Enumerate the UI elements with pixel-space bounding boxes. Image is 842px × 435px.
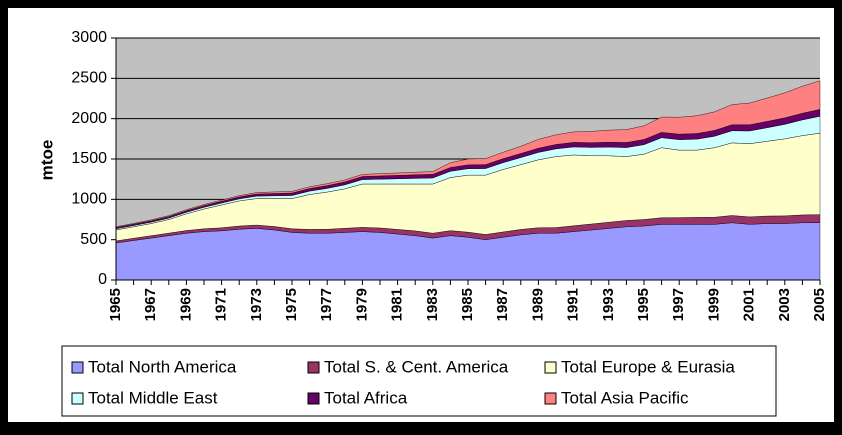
legend-swatch: [544, 392, 557, 405]
legend-label: Total Middle East: [88, 388, 218, 407]
legend-label: Total S. & Cent. America: [324, 357, 509, 376]
x-tick-label: 1995: [635, 288, 652, 321]
x-tick-label: 1989: [529, 288, 546, 321]
x-tick-label: 1969: [177, 288, 194, 321]
y-tick-label: 1000: [71, 191, 107, 208]
area: [115, 80, 821, 228]
x-tick-label: 1987: [494, 288, 511, 321]
x-tick-label: 1991: [565, 288, 582, 321]
legend-swatch: [307, 361, 320, 374]
y-tick-label: 3000: [71, 29, 107, 46]
x-tick-label: 1979: [353, 288, 370, 321]
x-tick-label: 1999: [705, 288, 722, 321]
legend-label: Total Africa: [324, 388, 408, 407]
x-tick-label: 1985: [459, 288, 476, 321]
legend-swatch: [71, 361, 84, 374]
y-tick-label: 500: [80, 231, 107, 248]
x-tick-label: 2003: [776, 288, 793, 321]
x-tick-label: 1977: [318, 288, 335, 321]
x-tick-label: 1965: [107, 288, 124, 321]
x-tick-label: 1973: [248, 288, 265, 321]
x-tick-label: 1975: [283, 288, 300, 321]
y-tick-label: 1500: [71, 150, 107, 167]
legend-label: Total North America: [88, 357, 237, 376]
legend-label: Total Asia Pacific: [561, 388, 689, 407]
legend-label: Total Europe & Eurasia: [561, 357, 735, 376]
x-tick-label: 2005: [811, 288, 828, 321]
y-tick-label: 2500: [71, 70, 107, 87]
legend-swatch: [307, 392, 320, 405]
legend-swatch: [71, 392, 84, 405]
x-tick-label: 1983: [424, 288, 441, 321]
x-tick-label: 1981: [389, 288, 406, 321]
x-tick-label: 1993: [600, 288, 617, 321]
y-tick-label: 2000: [71, 110, 107, 127]
x-tick-label: 1971: [213, 288, 230, 321]
legend-swatch: [544, 361, 557, 374]
y-tick-label: 0: [98, 271, 107, 288]
y-axis-label: mtoe: [37, 140, 56, 181]
x-tick-label: 1997: [670, 288, 687, 321]
x-tick-label: 2001: [741, 288, 758, 321]
legend: [61, 345, 777, 417]
x-tick-label: 1967: [142, 288, 159, 321]
